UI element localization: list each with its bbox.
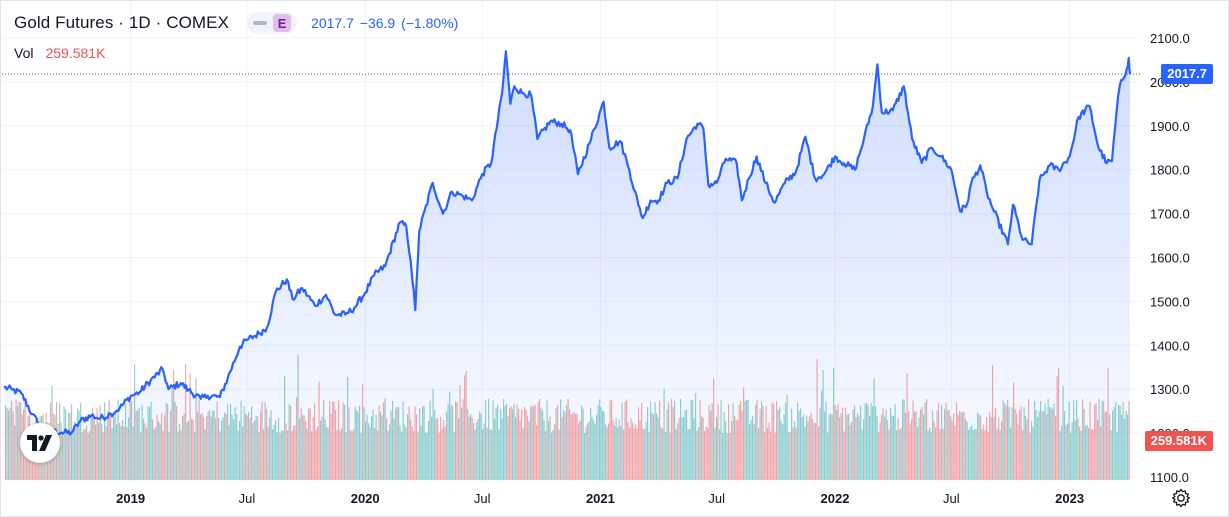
time-tick-label: Jul	[708, 491, 725, 506]
events-badge[interactable]: E	[273, 14, 292, 32]
price-tick-label: 1600.0	[1150, 251, 1190, 266]
time-tick-label: 2020	[351, 491, 380, 506]
price-area-fill	[4, 51, 1130, 482]
tradingview-logo-icon[interactable]	[20, 423, 60, 463]
price-tick-label: 1900.0	[1150, 119, 1190, 134]
time-tick-label: 2023	[1055, 491, 1084, 506]
price-tick-label: 1300.0	[1150, 382, 1190, 397]
price-tick-label: 1500.0	[1150, 294, 1190, 309]
time-tick-label: Jul	[474, 491, 491, 506]
price-axis[interactable]: 2100.02000.01900.01800.01700.01600.01500…	[1150, 31, 1190, 485]
time-tick-label: Jul	[943, 491, 960, 506]
time-tick-label: 2022	[821, 491, 850, 506]
hide-dash-icon[interactable]	[253, 21, 268, 25]
time-tick-label: 2019	[116, 491, 145, 506]
volume-value: 259.581K	[45, 45, 106, 61]
chart-title: Gold Futures · 1D · COMEX	[14, 13, 230, 32]
price-tick-label: 1800.0	[1150, 163, 1190, 178]
time-axis[interactable]: 2019 Jul 2020 Jul 2021 Jul 2022 Jul 2023	[116, 491, 1084, 506]
legend-volume-row: Vol 259.581K	[14, 45, 105, 61]
legend-title-row: Gold Futures · 1D · COMEX E 2017.7 −36.9…	[14, 12, 458, 34]
price-tick-label: 1700.0	[1150, 207, 1190, 222]
time-tick-label: Jul	[239, 491, 256, 506]
price-tick-label: 1100.0	[1150, 470, 1189, 485]
time-tick-label: 2021	[586, 491, 615, 506]
volume-label: Vol	[14, 45, 34, 61]
last-price-tag: 2017.7	[1161, 64, 1213, 84]
last-quote: 2017.7 −36.9 (−1.80%)	[311, 15, 459, 31]
gear-icon[interactable]	[1170, 487, 1192, 509]
price-tick-label: 1400.0	[1150, 338, 1190, 353]
price-tick-label: 2100.0	[1150, 31, 1190, 46]
last-volume-tag: 259.581K	[1144, 431, 1213, 451]
indicator-toggle-pill[interactable]: E	[247, 12, 298, 34]
price-series-line	[3, 50, 1132, 436]
